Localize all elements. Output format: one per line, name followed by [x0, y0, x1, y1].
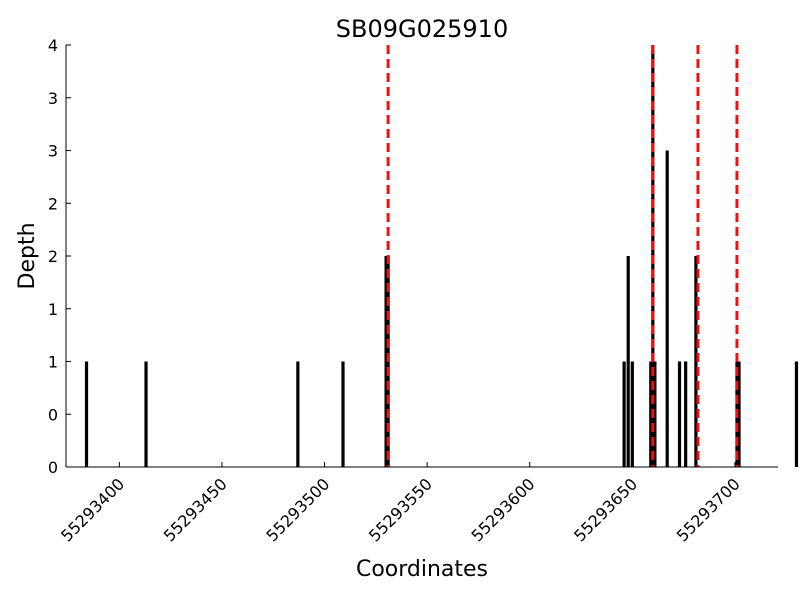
y-tick-label: 4	[48, 36, 58, 55]
bar	[737, 361, 741, 467]
y-tick-label: 1	[48, 353, 58, 372]
y-tick-label: 0	[48, 458, 58, 477]
bar	[794, 361, 799, 467]
y-tick-label: 1	[48, 300, 58, 319]
x-tick-label: 55293550	[365, 474, 436, 545]
bar	[630, 361, 634, 467]
x-tick-label: 55293450	[160, 474, 231, 545]
bar	[384, 256, 388, 467]
x-tick-label: 55293700	[673, 474, 744, 545]
bar	[626, 256, 630, 467]
x-tick-label: 55293400	[57, 474, 128, 545]
bar	[677, 361, 682, 467]
x-tick-label: 55293500	[262, 474, 333, 545]
y-tick-label: 2	[48, 194, 58, 213]
bar	[144, 361, 148, 467]
ticks-layer: 0 0 1 1 2 2 3 3 4 55293400 55293450 55293500 5529355…	[48, 36, 744, 545]
bars-layer	[84, 45, 799, 467]
bar	[665, 150, 669, 467]
bar	[694, 256, 698, 467]
x-tick-label: 55293650	[570, 474, 641, 545]
bar	[296, 361, 300, 467]
y-tick-label: 0	[48, 405, 58, 424]
y-tick-label: 3	[48, 142, 58, 161]
bar	[341, 361, 345, 467]
reference-lines-layer	[386, 45, 739, 467]
bar	[622, 361, 626, 467]
bar	[649, 361, 653, 467]
bar	[653, 361, 657, 467]
axes-layer	[65, 45, 778, 468]
y-tick-label: 3	[48, 89, 58, 108]
bar	[84, 361, 89, 467]
chart-title: SB09G025910	[336, 15, 508, 43]
x-axis-title: Coordinates	[356, 557, 488, 582]
y-tick-label: 2	[48, 247, 58, 266]
bar	[684, 361, 688, 467]
y-axis-title: Depth	[15, 222, 40, 289]
x-tick-label: 55293600	[468, 474, 539, 545]
